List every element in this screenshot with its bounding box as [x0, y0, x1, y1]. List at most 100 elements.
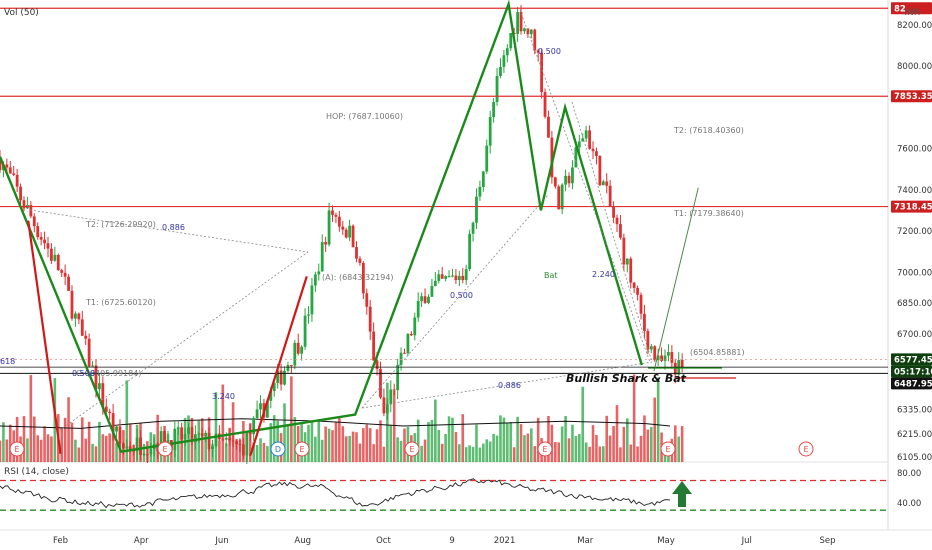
candle	[84, 335, 88, 339]
candle	[8, 167, 12, 174]
price-tick-label: 7400.00	[897, 186, 932, 196]
candle	[193, 434, 197, 443]
candle	[571, 167, 574, 184]
volume-bar	[272, 415, 276, 462]
event-marker-label: E	[299, 445, 304, 454]
volume-bar	[0, 440, 2, 462]
volume-bar	[259, 438, 262, 462]
candle	[98, 383, 101, 390]
volume-bar	[492, 433, 495, 462]
volume-bar	[434, 399, 437, 462]
annotation-t2-left: T2: (7126.29920)	[85, 220, 156, 229]
candle	[375, 360, 379, 369]
volume-indicator-label[interactable]: Vol (50)	[4, 8, 39, 18]
rsi-indicator-label[interactable]: RSI (14, close)	[4, 467, 69, 477]
retracement-line	[571, 101, 653, 363]
candle	[94, 365, 98, 390]
candle	[385, 404, 389, 414]
volume-bar	[115, 443, 118, 462]
volume-bar	[67, 397, 70, 462]
candle	[341, 226, 345, 230]
candle	[289, 365, 293, 367]
volume-bar	[29, 375, 33, 462]
candle	[406, 333, 410, 354]
volume-bar	[536, 417, 540, 462]
up-arrow-icon	[672, 481, 692, 507]
candle	[5, 164, 9, 168]
candle	[667, 352, 670, 356]
volume-bar	[204, 433, 207, 462]
candle	[245, 431, 249, 456]
time-tick-label: Sep	[819, 536, 835, 546]
candle	[629, 258, 633, 283]
candle	[159, 431, 163, 452]
annotation-d-right: (6504.85881)	[690, 348, 745, 357]
volume-bar	[550, 424, 554, 462]
volume-bar	[578, 434, 581, 462]
volume-bar	[218, 440, 221, 462]
candle	[39, 237, 43, 240]
price-badge: 7853.35	[891, 90, 932, 103]
candle	[53, 254, 57, 261]
candle	[444, 276, 448, 279]
price-badge: 7318.45	[891, 200, 932, 213]
volume-bar	[224, 443, 228, 462]
candle	[231, 440, 235, 442]
candle	[433, 280, 437, 286]
candle	[680, 360, 684, 368]
time-tick-label: Jul	[741, 536, 752, 546]
volume-bar	[276, 420, 279, 462]
volume-bar	[358, 443, 362, 462]
volume-bar	[403, 428, 406, 462]
volume-bar	[677, 436, 681, 462]
annotation-r-886b: 0.886	[498, 381, 521, 390]
candle	[293, 342, 297, 366]
volume-bar	[523, 435, 526, 462]
candle	[87, 338, 91, 367]
volume-bar	[602, 446, 605, 462]
candle	[382, 397, 386, 414]
price-tick-label: 6700.00	[897, 330, 932, 340]
candle	[163, 431, 166, 448]
candle	[269, 391, 273, 401]
candle	[608, 185, 612, 207]
volume-bar	[5, 439, 9, 462]
volume-bar	[653, 397, 657, 462]
candle	[358, 258, 362, 263]
candle	[519, 12, 523, 32]
volume-bar	[231, 402, 235, 462]
candle	[560, 184, 564, 210]
volume-bar	[60, 427, 64, 462]
candle	[190, 427, 194, 443]
volume-bar	[98, 421, 101, 462]
volume-bar	[454, 432, 458, 462]
candle	[128, 446, 132, 451]
candle	[77, 313, 81, 320]
candle	[204, 432, 208, 436]
volume-bar	[36, 435, 40, 462]
volume-bar	[320, 439, 324, 462]
volume-bar	[221, 384, 225, 462]
volume-bar	[451, 417, 454, 462]
annotation-r-240b: 2.240	[592, 270, 615, 279]
price-badge-label: 05:17:10	[894, 367, 932, 377]
candle	[547, 116, 550, 138]
red-pattern-line	[27, 220, 62, 454]
volume-bar	[416, 419, 420, 462]
candle	[403, 352, 406, 354]
volume-bar	[266, 446, 269, 462]
candle	[67, 276, 70, 291]
candle	[588, 130, 591, 149]
volume-bar	[468, 445, 471, 462]
price-tick-label: 6215.00	[897, 430, 932, 440]
volume-bar	[235, 439, 238, 462]
volume-bar	[423, 439, 427, 462]
annotation-bat: Bat	[544, 271, 558, 280]
candle	[440, 274, 444, 279]
candle	[409, 333, 413, 336]
candle	[468, 233, 472, 270]
price-badge: 82	[891, 2, 932, 15]
candle	[416, 301, 420, 318]
candle	[142, 454, 146, 456]
volume-ma-line	[0, 418, 671, 429]
